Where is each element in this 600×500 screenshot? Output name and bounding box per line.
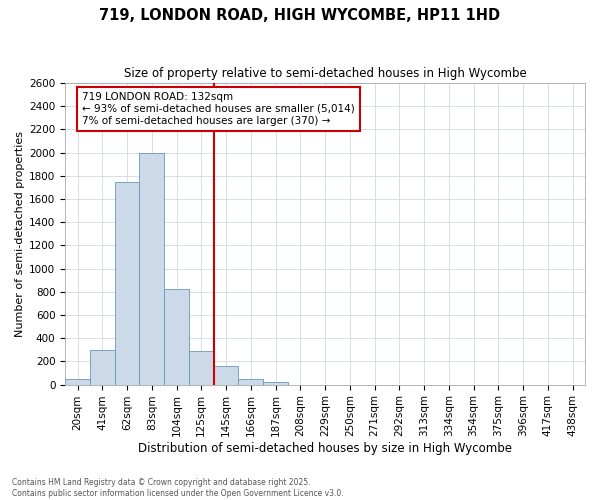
Text: Contains HM Land Registry data © Crown copyright and database right 2025.
Contai: Contains HM Land Registry data © Crown c… bbox=[12, 478, 344, 498]
Bar bbox=[164, 290, 189, 384]
Title: Size of property relative to semi-detached houses in High Wycombe: Size of property relative to semi-detach… bbox=[124, 68, 526, 80]
Bar bbox=[263, 382, 288, 384]
Bar bbox=[90, 350, 115, 384]
Text: 719 LONDON ROAD: 132sqm
← 93% of semi-detached houses are smaller (5,014)
7% of : 719 LONDON ROAD: 132sqm ← 93% of semi-de… bbox=[82, 92, 355, 126]
Bar bbox=[65, 379, 90, 384]
Text: 719, LONDON ROAD, HIGH WYCOMBE, HP11 1HD: 719, LONDON ROAD, HIGH WYCOMBE, HP11 1HD bbox=[100, 8, 500, 22]
Bar bbox=[139, 152, 164, 384]
Bar bbox=[238, 380, 263, 384]
Bar bbox=[214, 366, 238, 384]
Bar bbox=[115, 182, 139, 384]
Bar bbox=[189, 351, 214, 384]
X-axis label: Distribution of semi-detached houses by size in High Wycombe: Distribution of semi-detached houses by … bbox=[138, 442, 512, 455]
Y-axis label: Number of semi-detached properties: Number of semi-detached properties bbox=[15, 131, 25, 337]
